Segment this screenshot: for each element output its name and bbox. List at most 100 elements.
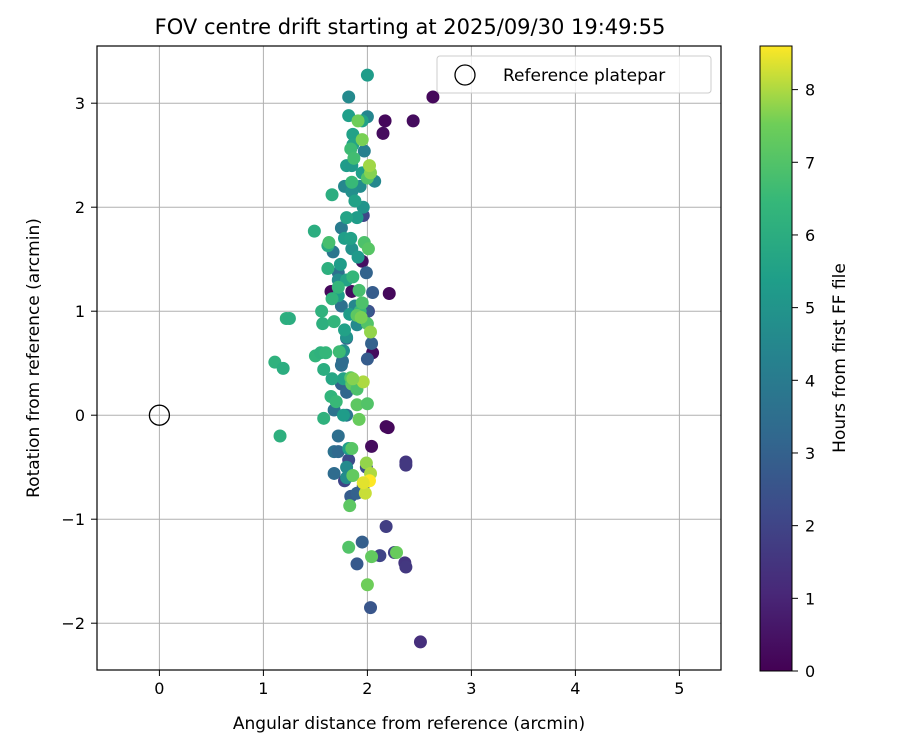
data-point xyxy=(273,429,287,443)
data-point xyxy=(352,412,366,426)
colorbar-tick-label: 6 xyxy=(805,226,815,245)
data-point xyxy=(350,211,364,225)
data-point xyxy=(346,469,360,483)
data-point xyxy=(365,439,379,453)
data-point xyxy=(379,519,393,533)
data-point xyxy=(359,266,373,280)
x-tick-label: 4 xyxy=(570,679,580,698)
data-point xyxy=(399,560,413,574)
data-point xyxy=(355,133,369,147)
data-point xyxy=(355,535,369,549)
data-point xyxy=(317,362,331,376)
data-point xyxy=(360,352,374,366)
data-point xyxy=(342,90,356,104)
data-point xyxy=(360,68,374,82)
data-point xyxy=(334,299,348,313)
data-point xyxy=(343,499,357,513)
data-point xyxy=(321,262,335,276)
colorbar-tick-label: 8 xyxy=(805,81,815,100)
x-axis-label: Angular distance from reference (arcmin) xyxy=(233,714,585,734)
colorbar: 0 1 2 3 4 5 6 7 8 Hours from first FF file xyxy=(759,45,850,681)
data-point xyxy=(322,236,336,250)
y-axis-label: Rotation from reference (arcmin) xyxy=(24,218,44,498)
data-point xyxy=(331,280,345,294)
data-point xyxy=(331,429,345,443)
x-tick-label: 3 xyxy=(466,679,476,698)
x-tick-label: 2 xyxy=(362,679,372,698)
data-point xyxy=(356,476,370,490)
colorbar-tick-label: 0 xyxy=(805,662,815,681)
data-point xyxy=(315,304,329,318)
y-tick-label: 3 xyxy=(75,94,85,113)
data-point xyxy=(360,578,374,592)
data-point xyxy=(329,395,343,409)
scatter-points xyxy=(148,68,440,649)
data-point xyxy=(327,315,341,329)
data-point xyxy=(350,398,364,412)
data-point xyxy=(360,397,374,411)
data-point xyxy=(359,456,373,470)
data-point xyxy=(340,211,354,225)
colorbar-ticks: 0 1 2 3 4 5 6 7 8 xyxy=(792,81,815,681)
legend-box xyxy=(436,55,712,94)
data-point xyxy=(316,317,330,331)
data-point xyxy=(346,270,360,284)
data-point xyxy=(355,296,369,310)
data-point xyxy=(351,250,365,264)
legend-label-reference-platepar: Reference platepar xyxy=(503,66,665,86)
data-point xyxy=(332,345,346,359)
data-point xyxy=(354,310,368,324)
data-point xyxy=(282,311,296,325)
data-point xyxy=(357,144,371,158)
data-point xyxy=(346,372,360,386)
data-point xyxy=(362,159,376,173)
data-point xyxy=(366,285,380,299)
y-tick-label: 2 xyxy=(75,198,85,217)
data-point xyxy=(382,287,396,301)
data-point xyxy=(325,372,339,386)
chart-title: FOV centre drift starting at 2025/09/30 … xyxy=(155,15,666,39)
data-point xyxy=(325,292,339,306)
y-tick-label: 1 xyxy=(75,302,85,321)
data-point xyxy=(317,411,331,425)
colorbar-gradient xyxy=(759,45,793,672)
x-tick-label: 0 xyxy=(154,679,164,698)
data-point xyxy=(333,257,347,271)
data-point xyxy=(276,361,290,375)
data-point xyxy=(381,421,395,435)
colorbar-tick-label: 2 xyxy=(805,517,815,536)
y-axis-ticks: −2 −1 0 1 2 3 xyxy=(61,94,97,633)
data-point xyxy=(344,231,358,245)
colorbar-label: Hours from first FF file xyxy=(830,263,850,453)
reference-platepar-marker xyxy=(148,404,171,426)
data-point xyxy=(358,486,372,500)
data-point xyxy=(361,242,375,256)
y-tick-label: −2 xyxy=(61,614,85,633)
legend: Reference platepar xyxy=(436,55,712,94)
data-point xyxy=(307,224,321,238)
data-point xyxy=(319,346,333,360)
data-point xyxy=(336,408,350,422)
x-tick-label: 1 xyxy=(258,679,268,698)
data-point xyxy=(331,445,345,459)
colorbar-tick-label: 1 xyxy=(805,589,815,608)
data-point xyxy=(365,336,379,350)
data-point xyxy=(350,557,364,571)
data-point xyxy=(351,114,365,128)
y-tick-label: −1 xyxy=(61,510,85,529)
legend-marker-reference-platepar xyxy=(454,64,476,86)
plot-frame xyxy=(96,45,722,671)
data-point xyxy=(352,283,366,297)
data-point xyxy=(365,550,379,564)
data-point xyxy=(325,188,339,202)
data-point xyxy=(327,466,341,480)
colorbar-tick-label: 4 xyxy=(805,371,815,390)
data-point xyxy=(345,175,359,189)
data-point xyxy=(348,194,362,208)
data-point xyxy=(399,458,413,472)
x-tick-label: 5 xyxy=(674,679,684,698)
data-point xyxy=(345,441,359,455)
data-point xyxy=(378,114,392,128)
